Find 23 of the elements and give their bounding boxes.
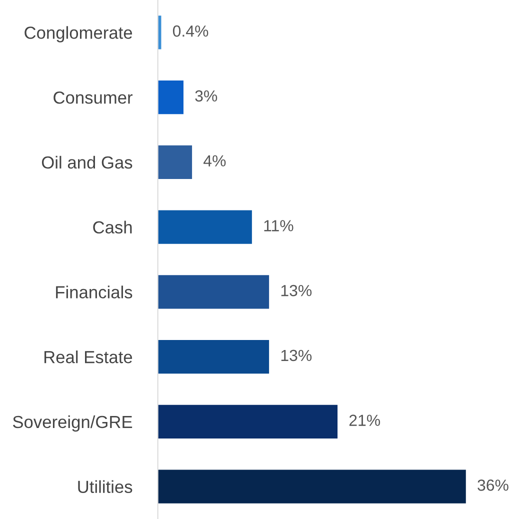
bar bbox=[158, 470, 466, 504]
data-label: 3% bbox=[195, 90, 218, 102]
data-label: 36% bbox=[478, 480, 508, 491]
data-label: 4% bbox=[204, 155, 226, 166]
y-tick-label: Consumer bbox=[54, 91, 133, 104]
data-label: 11% bbox=[264, 220, 294, 232]
y-tick-label: Financials bbox=[56, 286, 132, 298]
data-label: 21% bbox=[349, 414, 380, 426]
bar bbox=[158, 145, 192, 180]
data-label: 13% bbox=[281, 284, 312, 296]
y-tick-label: Oil and Gas bbox=[42, 156, 132, 169]
data-label: 13% bbox=[281, 350, 312, 362]
y-tick-label: Real Estate bbox=[44, 350, 132, 364]
bar bbox=[158, 404, 338, 439]
data-label: 0.4% bbox=[172, 25, 208, 37]
bar bbox=[158, 210, 252, 244]
y-tick-label: Conglomerate bbox=[24, 26, 132, 42]
y-tick-label: Sovereign/GRE bbox=[12, 415, 132, 432]
y-tick-label: Cash bbox=[93, 220, 132, 234]
y-tick-label: Utilities bbox=[78, 480, 132, 494]
bar bbox=[158, 80, 184, 114]
bar bbox=[158, 275, 270, 309]
bar bbox=[158, 340, 270, 374]
